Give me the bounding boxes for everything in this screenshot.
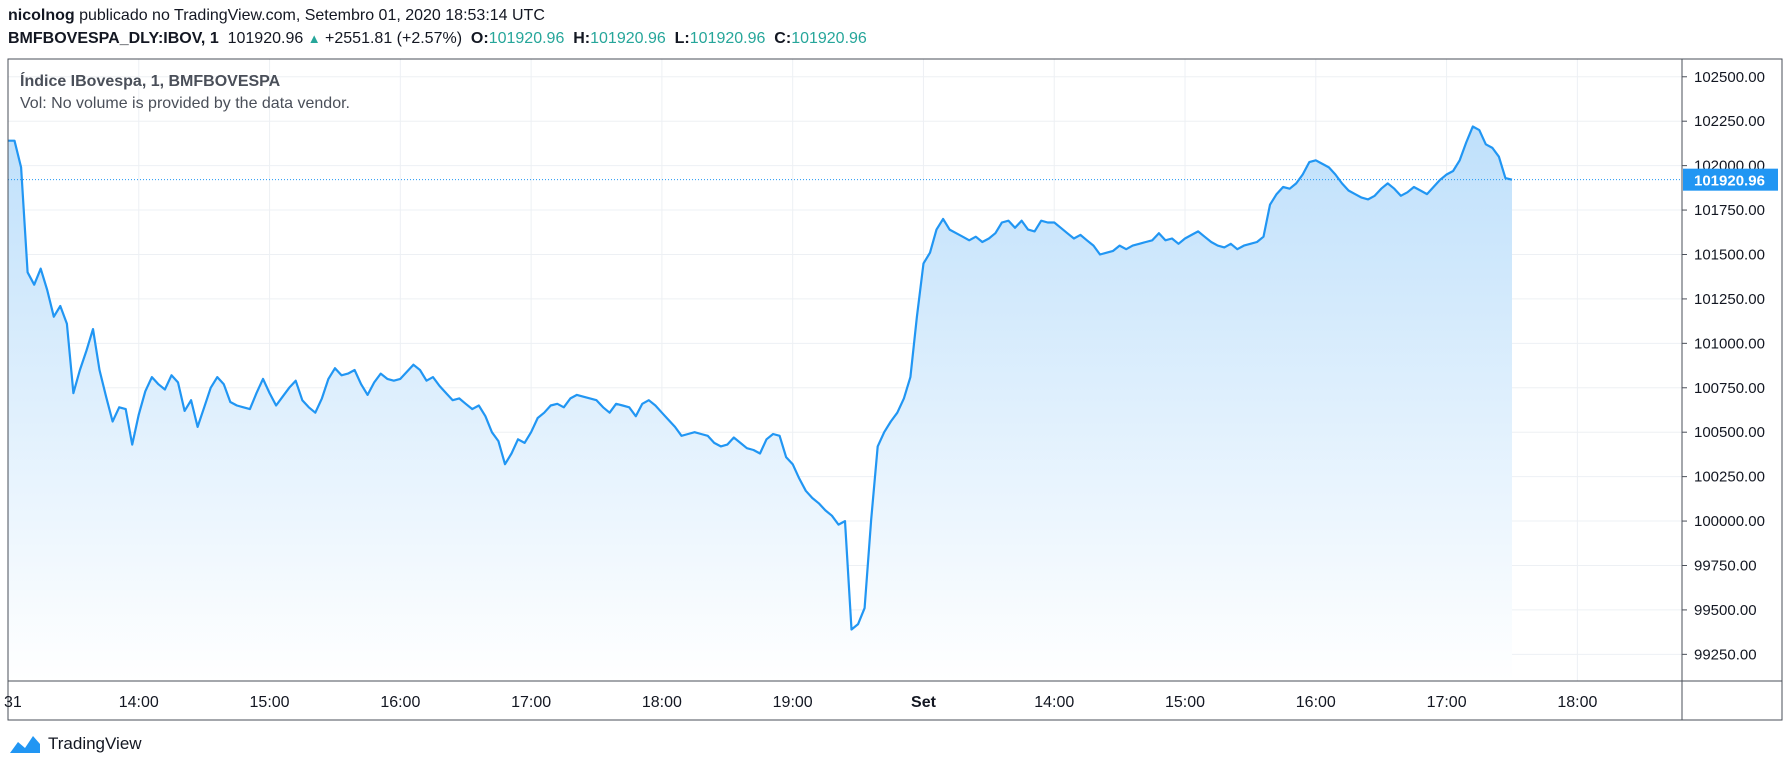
quote-line: BMFBOVESPA_DLY:IBOV, 1 101920.96 ▲ +2551… bbox=[8, 30, 867, 48]
publish-text: publicado no TradingView.com, Setembro 0… bbox=[79, 7, 545, 24]
y-tick-label: 100250.00 bbox=[1694, 469, 1765, 486]
x-tick-label: 18:00 bbox=[642, 694, 682, 711]
y-tick-label: 101250.00 bbox=[1694, 291, 1765, 308]
legend-volume: Vol: No volume is provided by the data v… bbox=[20, 95, 350, 112]
tradingview-logo-icon bbox=[10, 736, 40, 753]
y-tick-label: 101000.00 bbox=[1694, 335, 1765, 352]
y-tick-label: 100000.00 bbox=[1694, 513, 1765, 530]
x-tick-label: 31 bbox=[4, 694, 22, 711]
close-value: 101920.96 bbox=[791, 30, 867, 47]
last-value-badge bbox=[1683, 168, 1778, 191]
x-tick-label: 19:00 bbox=[773, 694, 813, 711]
publish-line: nicolnog publicado no TradingView.com, S… bbox=[8, 7, 545, 25]
series-area bbox=[8, 126, 1512, 681]
low-value: 101920.96 bbox=[689, 30, 766, 47]
chart-border bbox=[7, 58, 1783, 721]
y-tick-label: 100750.00 bbox=[1694, 380, 1765, 397]
open-label: O: bbox=[470, 30, 489, 47]
x-tick-label: 15:00 bbox=[1165, 694, 1205, 711]
high-value: 101920.96 bbox=[590, 30, 666, 47]
y-tick-label: 102250.00 bbox=[1694, 113, 1765, 130]
last-value-label: 101920.96 bbox=[1694, 173, 1765, 190]
y-tick-label: 101500.00 bbox=[1694, 246, 1765, 263]
y-tick-label: 99500.00 bbox=[1694, 602, 1757, 619]
change: +2551.81 (+2.57%) bbox=[325, 30, 463, 47]
last-price: 101920.96 bbox=[227, 30, 304, 47]
x-tick-label: 17:00 bbox=[511, 694, 551, 711]
x-tick-label: 16:00 bbox=[1296, 694, 1336, 711]
open-value: 101920.96 bbox=[488, 30, 565, 47]
y-tick-label: 99250.00 bbox=[1694, 646, 1757, 663]
high-label: H: bbox=[573, 30, 591, 47]
publish-user: nicolnog bbox=[8, 7, 75, 24]
y-tick-label: 100500.00 bbox=[1694, 424, 1765, 441]
chart-legend: Índice IBovespa, 1, BMFBOVESPA Vol: No v… bbox=[20, 73, 350, 113]
up-triangle-icon: ▲ bbox=[307, 31, 321, 46]
footer-brand: TradingView bbox=[48, 734, 142, 753]
legend-title: Índice IBovespa, 1, BMFBOVESPA bbox=[20, 73, 281, 90]
y-tick-label: 101750.00 bbox=[1694, 202, 1765, 219]
x-tick-label: 15:00 bbox=[250, 694, 290, 711]
x-tick-label: 14:00 bbox=[119, 694, 159, 711]
footer: TradingView bbox=[8, 733, 142, 755]
close-label: C: bbox=[774, 30, 792, 47]
x-tick-label: 18:00 bbox=[1557, 694, 1597, 711]
series-line bbox=[8, 125, 1513, 631]
x-tick-label: 14:00 bbox=[1034, 694, 1074, 711]
y-tick-label: 102500.00 bbox=[1694, 69, 1765, 86]
x-tick-label: 17:00 bbox=[1427, 694, 1467, 711]
x-tick-label: 16:00 bbox=[380, 694, 420, 711]
y-tick-label: 99750.00 bbox=[1694, 557, 1757, 574]
x-tick-label: Set bbox=[911, 694, 937, 711]
symbol: BMFBOVESPA_DLY:IBOV, 1 bbox=[8, 30, 219, 47]
low-label: L: bbox=[674, 30, 690, 47]
